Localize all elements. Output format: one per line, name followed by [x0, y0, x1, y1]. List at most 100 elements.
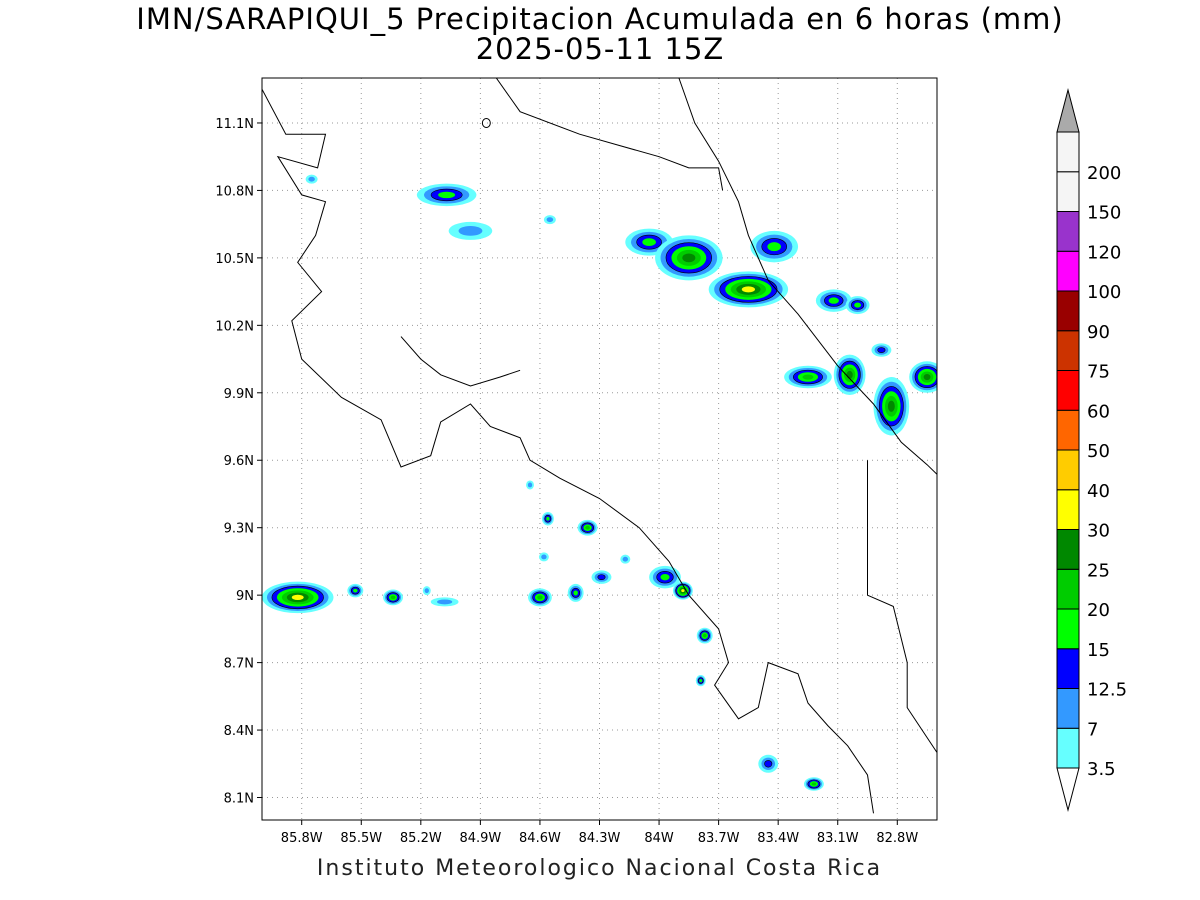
colorbar-label: 7 [1087, 719, 1098, 740]
colorbar-swatch [1056, 131, 1080, 173]
colorbar-label: 12.5 [1087, 680, 1127, 701]
precip-cell [833, 354, 866, 396]
precip-cell [416, 183, 477, 207]
precip-contour [764, 760, 773, 768]
precip-contour [541, 554, 547, 560]
precip-cell [909, 361, 937, 393]
precip-cell [750, 230, 799, 263]
colorbar-swatch [1056, 568, 1080, 610]
colorbar-swatch [1056, 171, 1080, 212]
precip-cell [383, 589, 403, 606]
lon-tick-label: 83.7W [698, 831, 740, 846]
precip-cell [422, 586, 431, 596]
lat-tick-label: 10.8N [215, 184, 254, 199]
precip-cell [871, 343, 892, 357]
precip-cell [528, 588, 552, 607]
colorbar-label: 25 [1087, 560, 1110, 581]
lon-tick-label: 83.4W [757, 831, 799, 846]
precip-cell [803, 777, 824, 791]
colorbar-swatch [1056, 489, 1080, 530]
precip-cell [815, 289, 852, 312]
precip-contour [291, 594, 304, 601]
coastline [678, 78, 937, 476]
precip-cell [845, 296, 870, 315]
lat-tick-label: 9.6N [224, 454, 254, 469]
colorbar-swatch [1056, 250, 1080, 292]
lat-tick-label: 10.2N [215, 319, 254, 334]
precip-cell [526, 480, 534, 490]
lat-tick-label: 9N [236, 589, 254, 604]
colorbar-swatch [1056, 370, 1080, 411]
precip-contour [622, 556, 629, 562]
precip-contour [660, 573, 670, 581]
lat-tick-label: 8.4N [224, 724, 254, 739]
precip-contour [437, 599, 453, 605]
precip-cell [567, 583, 584, 602]
precip-cell [347, 583, 364, 598]
colorbar-swatch [1056, 409, 1080, 451]
lat-tick-label: 9.9N [224, 387, 254, 402]
coastline [495, 78, 724, 191]
precip-cell [696, 627, 713, 644]
lat-tick-label: 8.1N [224, 792, 254, 807]
colorbar-label: 40 [1087, 481, 1110, 502]
precip-cell [430, 597, 459, 607]
precip-contour [811, 782, 817, 786]
precip-contour [681, 589, 685, 593]
precip-contour [438, 191, 456, 199]
latitude-axis: 11.1N 10.8N 10.5N 10.2N 9.9N 9.6N 9.3N 9N 8.7N 8.… [215, 117, 262, 807]
precip-contour [828, 297, 839, 304]
precip-contour [353, 588, 358, 593]
precip-contour [537, 595, 543, 600]
grid-lines [262, 78, 937, 820]
colorbar-label: 200 [1087, 163, 1121, 184]
colorbar-swatch [1056, 330, 1080, 371]
lon-tick-label: 84.9W [459, 831, 501, 846]
colorbar-swatch [1056, 449, 1080, 491]
precip-contour [887, 400, 895, 412]
colorbar-label: 60 [1087, 401, 1110, 422]
precip-cell [625, 228, 673, 256]
colorbar-label: 90 [1087, 322, 1110, 343]
lon-tick-label: 85.5W [340, 831, 382, 846]
colorbar-label: 15 [1087, 640, 1110, 661]
lon-tick-label: 84.3W [579, 831, 621, 846]
precip-cell [305, 174, 318, 184]
colorbar: 3.5 7 12.5 15 20 25 30 40 50 60 75 90 100 120 150 200 [1056, 88, 1127, 812]
precip-cell [448, 221, 493, 240]
precip-contour [458, 225, 483, 236]
colorbar-label: 50 [1087, 441, 1110, 462]
coastlines [262, 78, 937, 814]
colorbar-swatch [1056, 727, 1080, 769]
colorbar-label: 20 [1087, 600, 1110, 621]
lon-tick-label: 85.2W [400, 831, 442, 846]
colorbar-swatch [1056, 529, 1080, 570]
colorbar-label: 30 [1087, 521, 1110, 542]
precip-contour [923, 374, 931, 381]
colorbar-swatch [1056, 648, 1080, 689]
precip-contour [573, 590, 578, 596]
precip-cell [577, 519, 598, 536]
colorbar-low-arrow [1056, 767, 1080, 812]
precip-contour [546, 217, 554, 223]
precip-contour [699, 678, 703, 683]
precipitation-cells [262, 174, 937, 791]
map-title: IMN/SARAPIQUI_5 Precipitacion Acumulada … [136, 2, 1064, 36]
lat-tick-label: 9.3N [224, 522, 254, 537]
colorbar-swatch [1056, 688, 1080, 729]
lon-tick-label: 83.1W [817, 831, 859, 846]
colorbar-swatch [1056, 211, 1080, 252]
colorbar-label: 75 [1087, 362, 1110, 383]
lon-tick-label: 84W [644, 831, 674, 846]
lat-tick-label: 11.1N [215, 117, 254, 132]
precip-contour [702, 633, 707, 638]
precip-contour [585, 525, 590, 530]
precip-contour [390, 595, 396, 600]
colorbar-swatch [1056, 608, 1080, 650]
lon-tick-label: 85.8W [281, 831, 323, 846]
coastline [262, 88, 874, 814]
precip-contour [802, 374, 814, 380]
precip-contour [854, 302, 861, 308]
precip-contour [741, 286, 756, 293]
precip-cell [649, 565, 681, 589]
